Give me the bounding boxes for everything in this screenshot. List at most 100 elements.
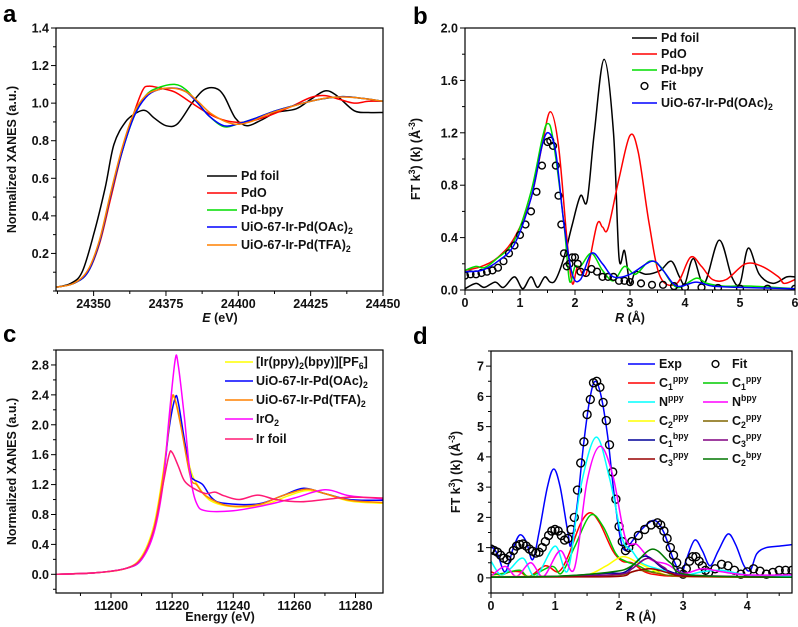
x-tick-label: 24375 — [149, 297, 184, 311]
fit-point — [559, 249, 569, 258]
x-tick-label: 4 — [744, 599, 751, 613]
legend-item-uio-67-ir-pdoac2: UiO-67-Ir-Pd(OAc)2 — [207, 220, 353, 236]
fit-point — [735, 284, 745, 290]
legend-label: IrO2 — [256, 412, 279, 428]
fit-point — [636, 279, 646, 288]
fit-point — [521, 541, 531, 551]
fit-point — [493, 263, 503, 272]
y-tick-label: 1.4 — [32, 22, 49, 36]
y-tick-label: 1.0 — [32, 97, 49, 111]
fit-point — [532, 187, 541, 196]
fit-point — [585, 394, 595, 405]
fit-point — [620, 276, 629, 285]
y-tick-label: 1 — [477, 541, 484, 555]
x-axis-title: E (eV) — [202, 311, 237, 325]
legend-item-fit: Fit — [711, 357, 748, 371]
legend-item-pd-foil: Pd foil — [632, 31, 699, 45]
legend-item-fit: Fit — [640, 79, 677, 93]
legend-label: C2ppy — [659, 412, 689, 430]
legend-item-pdo: PdO — [207, 186, 267, 200]
series-line-pd-foil-0 — [56, 86, 383, 288]
fit-point — [633, 530, 643, 541]
fit-point — [647, 280, 657, 289]
legend-item-nbpy: Nbpy — [703, 393, 757, 409]
y-tick-label: 2.0 — [32, 418, 49, 432]
legend-label: [Ir(ppy)2(bpy)][PF6] — [256, 355, 368, 371]
fit-point — [569, 512, 579, 523]
x-tick-label: 11200 — [94, 599, 128, 613]
panel-label: a — [3, 1, 17, 28]
fit-point — [598, 397, 608, 408]
fit-point — [579, 437, 589, 447]
fit-point — [646, 520, 656, 530]
legend: [Ir(ppy)2(bpy)][PF6] UiO-67-Ir-Pd(OAc)2 Ui… — [225, 355, 368, 446]
fit-point — [563, 533, 573, 544]
x-tick-label: 0 — [462, 296, 469, 310]
x-tick-label: 4 — [682, 296, 689, 310]
y-tick-label: 2.8 — [32, 358, 49, 372]
legend-item-irppy2bpypf6: [Ir(ppy)2(bpy)][PF6] — [225, 355, 368, 371]
fit-point — [477, 268, 486, 278]
plot-area — [56, 354, 383, 576]
series-fit-points — [491, 376, 792, 579]
plot-area — [491, 376, 792, 579]
fit-point — [688, 552, 698, 562]
legend-item-c1ppy: C1ppy — [628, 374, 689, 392]
fit-point — [627, 536, 637, 547]
fit-point — [601, 415, 611, 426]
x-tick-label: 2 — [572, 296, 579, 310]
fit-point — [658, 280, 668, 289]
x-axis-title: R (Å) — [615, 310, 645, 325]
fit-point — [716, 559, 727, 569]
y-axis-title: FT k3) (k) (Å-3) — [407, 118, 423, 200]
fit-point — [504, 249, 514, 258]
panel-b: b 0 1 2 3 4 5 6 0.0 0.4 0.8 1.2 1.6 2.0 R (Å) FT k3) (k… — [407, 3, 798, 325]
y-tick-label: 2.0 — [441, 22, 458, 36]
series-line-ir-foil-4 — [56, 450, 383, 576]
y-tick-label: 1.2 — [441, 126, 458, 140]
legend-label: UiO-67-Ir-Pd(TFA)2 — [256, 393, 366, 409]
plot-area — [56, 83, 383, 288]
x-tick-label: 1 — [552, 599, 559, 613]
y-axis-title: Normalized XANES (a.u.) — [5, 86, 19, 233]
series-line-uio-67-ir-pdoac2-1 — [56, 394, 383, 576]
fit-point — [592, 267, 602, 276]
legend-label: C1ppy — [659, 374, 689, 392]
legend-item-pd-bpy: Pd-bpy — [207, 203, 283, 217]
fit-point — [710, 564, 720, 574]
x-tick-label: 24400 — [221, 297, 256, 311]
fit-point — [787, 565, 792, 575]
legend-label: UiO-67-Ir-Pd(OAc)2 — [256, 374, 368, 390]
panel-label: b — [413, 3, 428, 30]
series-line-irppy2bpypf6-0 — [56, 395, 383, 576]
legend-item-ir-foil: Ir foil — [225, 432, 287, 446]
panel-c: c 11200 11220 11240 11260 11280 0.0 0.4 0.8 1.2 1.… — [3, 321, 384, 624]
x-tick-label: 6 — [792, 296, 798, 310]
y-tick-label: 5 — [477, 420, 484, 434]
legend-label: C3ppy — [732, 431, 762, 449]
fit-point — [662, 533, 672, 544]
fit-point — [576, 458, 586, 468]
plot-frame — [55, 349, 384, 594]
fit-point — [611, 494, 621, 504]
legend-item-c3ppy: C3ppy — [703, 431, 762, 449]
x-tick-label: 1 — [517, 296, 524, 310]
legend-item-uio-67-ir-pdtfa2: UiO-67-Ir-Pd(TFA)2 — [225, 393, 366, 409]
fit-point — [581, 268, 591, 278]
x-tick-label: 0 — [488, 599, 495, 613]
fit-point — [551, 161, 560, 170]
y-axis-title: Normalized XANES (a.u.) — [5, 398, 19, 545]
y-tick-label: 2 — [477, 511, 484, 525]
fit-point — [697, 283, 706, 290]
y-tick-label: 2.4 — [32, 388, 49, 402]
legend-item-nppy: Nppy — [628, 393, 684, 409]
fit-point — [570, 253, 580, 262]
legend-label: C2ppy — [732, 412, 762, 430]
legend-item-c2ppy: C2ppy — [628, 412, 689, 430]
y-tick-label: 0 — [477, 571, 484, 585]
fit-point — [492, 547, 503, 557]
x-tick-label: 11240 — [216, 599, 250, 613]
legend-item-exp: Exp — [628, 357, 682, 371]
fit-point — [713, 283, 723, 290]
